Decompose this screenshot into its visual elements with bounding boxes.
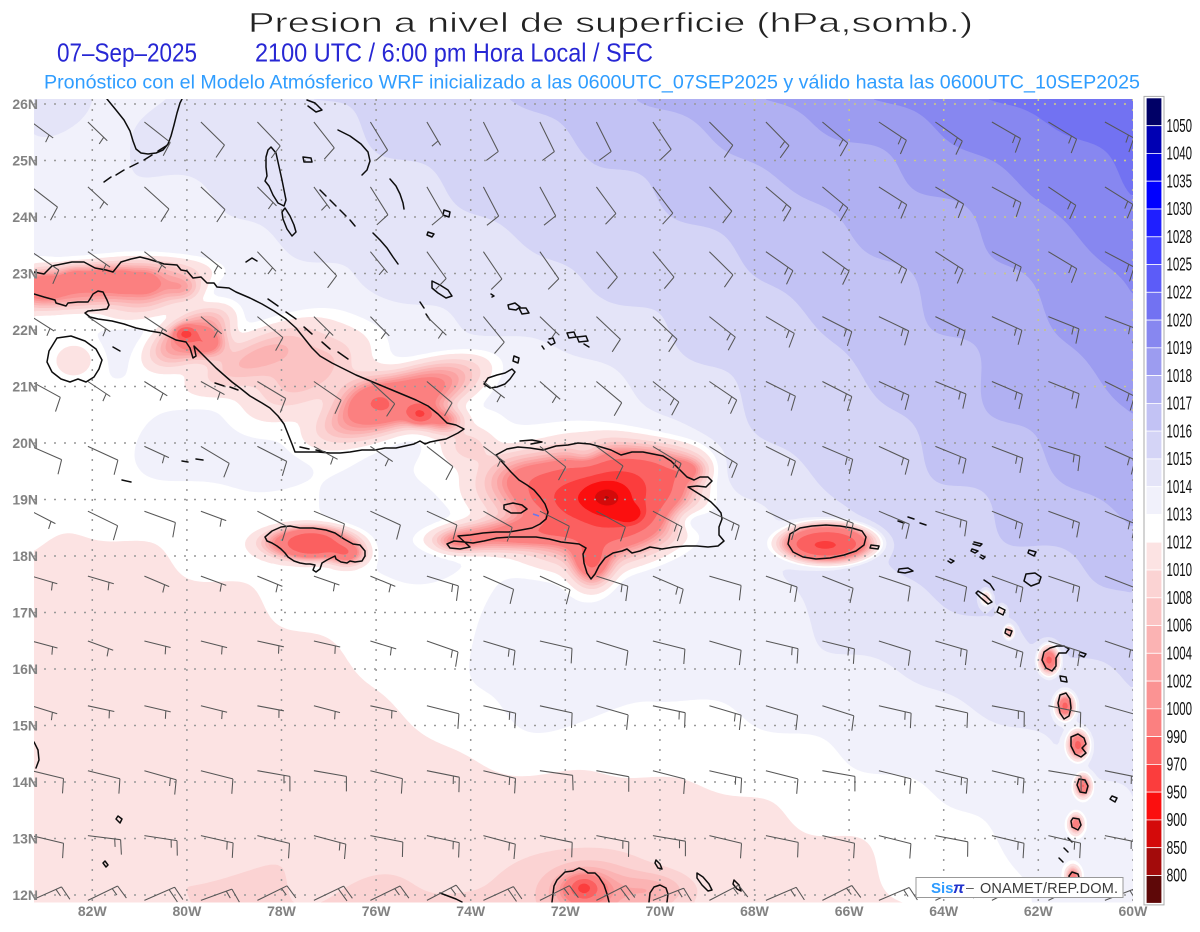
svg-text:24N: 24N (12, 209, 38, 225)
svg-text:23N: 23N (12, 266, 38, 282)
svg-text:900: 900 (1167, 811, 1188, 831)
svg-text:07–Sep–2025: 07–Sep–2025 (57, 38, 197, 68)
svg-text:80W: 80W (173, 903, 203, 919)
svg-text:20N: 20N (12, 435, 38, 451)
svg-text:ONAMET/REP.DOM.: ONAMET/REP.DOM. (980, 881, 1118, 897)
svg-text:18N: 18N (12, 548, 38, 564)
svg-text:1035: 1035 (1167, 172, 1193, 192)
svg-text:1017: 1017 (1167, 394, 1193, 414)
svg-text:22N: 22N (12, 322, 38, 338)
svg-text:1006: 1006 (1167, 616, 1193, 636)
svg-text:16N: 16N (12, 661, 38, 677)
svg-text:850: 850 (1167, 839, 1188, 859)
svg-text:1013: 1013 (1167, 505, 1193, 525)
svg-text:1014: 1014 (1167, 477, 1193, 497)
svg-text:1002: 1002 (1167, 672, 1193, 692)
svg-text:66W: 66W (835, 903, 865, 919)
svg-text:1018: 1018 (1167, 366, 1193, 386)
svg-text:Pronóstico con el Modelo Atmós: Pronóstico con el Modelo Atmósferico WRF… (44, 73, 1140, 94)
svg-text:1004: 1004 (1167, 644, 1193, 664)
svg-text:82W: 82W (78, 903, 108, 919)
svg-text:Presion a nivel de superficie: Presion a nivel de superficie (hPa,somb.… (248, 7, 973, 38)
svg-text:74W: 74W (456, 903, 486, 919)
svg-text:1025: 1025 (1167, 255, 1193, 275)
svg-text:1008: 1008 (1167, 588, 1193, 608)
svg-text:60W: 60W (1119, 903, 1149, 919)
svg-text:78W: 78W (267, 903, 297, 919)
svg-text:1030: 1030 (1167, 200, 1193, 220)
svg-text:–: – (966, 879, 974, 895)
svg-text:25N: 25N (12, 153, 38, 169)
svg-text:950: 950 (1167, 783, 1188, 803)
svg-text:13N: 13N (12, 831, 38, 847)
svg-text:1010: 1010 (1167, 561, 1193, 581)
svg-text:990: 990 (1167, 727, 1188, 747)
svg-text:12N: 12N (12, 887, 38, 903)
svg-text:1028: 1028 (1167, 227, 1193, 247)
svg-text:800: 800 (1167, 866, 1188, 886)
svg-text:1022: 1022 (1167, 283, 1193, 303)
svg-text:17N: 17N (12, 605, 38, 621)
svg-text:1019: 1019 (1167, 338, 1193, 358)
svg-text:26N: 26N (12, 96, 38, 112)
svg-text:21N: 21N (12, 379, 38, 395)
svg-text:70W: 70W (646, 903, 676, 919)
svg-text:1000: 1000 (1167, 699, 1193, 719)
svg-text:19N: 19N (12, 492, 38, 508)
svg-text:14N: 14N (12, 774, 38, 790)
svg-text:1040: 1040 (1167, 144, 1193, 164)
svg-text:68W: 68W (740, 903, 770, 919)
svg-text:π: π (953, 880, 965, 897)
svg-text:62W: 62W (1024, 903, 1054, 919)
svg-text:970: 970 (1167, 755, 1188, 775)
svg-text:1020: 1020 (1167, 311, 1193, 331)
svg-text:1050: 1050 (1167, 116, 1193, 136)
svg-text:72W: 72W (551, 903, 581, 919)
svg-text:1012: 1012 (1167, 533, 1193, 553)
svg-text:64W: 64W (929, 903, 959, 919)
svg-text:76W: 76W (362, 903, 392, 919)
svg-text:1016: 1016 (1167, 422, 1193, 442)
svg-text:2100 UTC / 6:00 pm Hora Local: 2100 UTC / 6:00 pm Hora Local / SFC (255, 38, 653, 68)
svg-text:15N: 15N (12, 718, 38, 734)
svg-text:1015: 1015 (1167, 449, 1193, 469)
svg-text:Sis: Sis (931, 880, 954, 897)
